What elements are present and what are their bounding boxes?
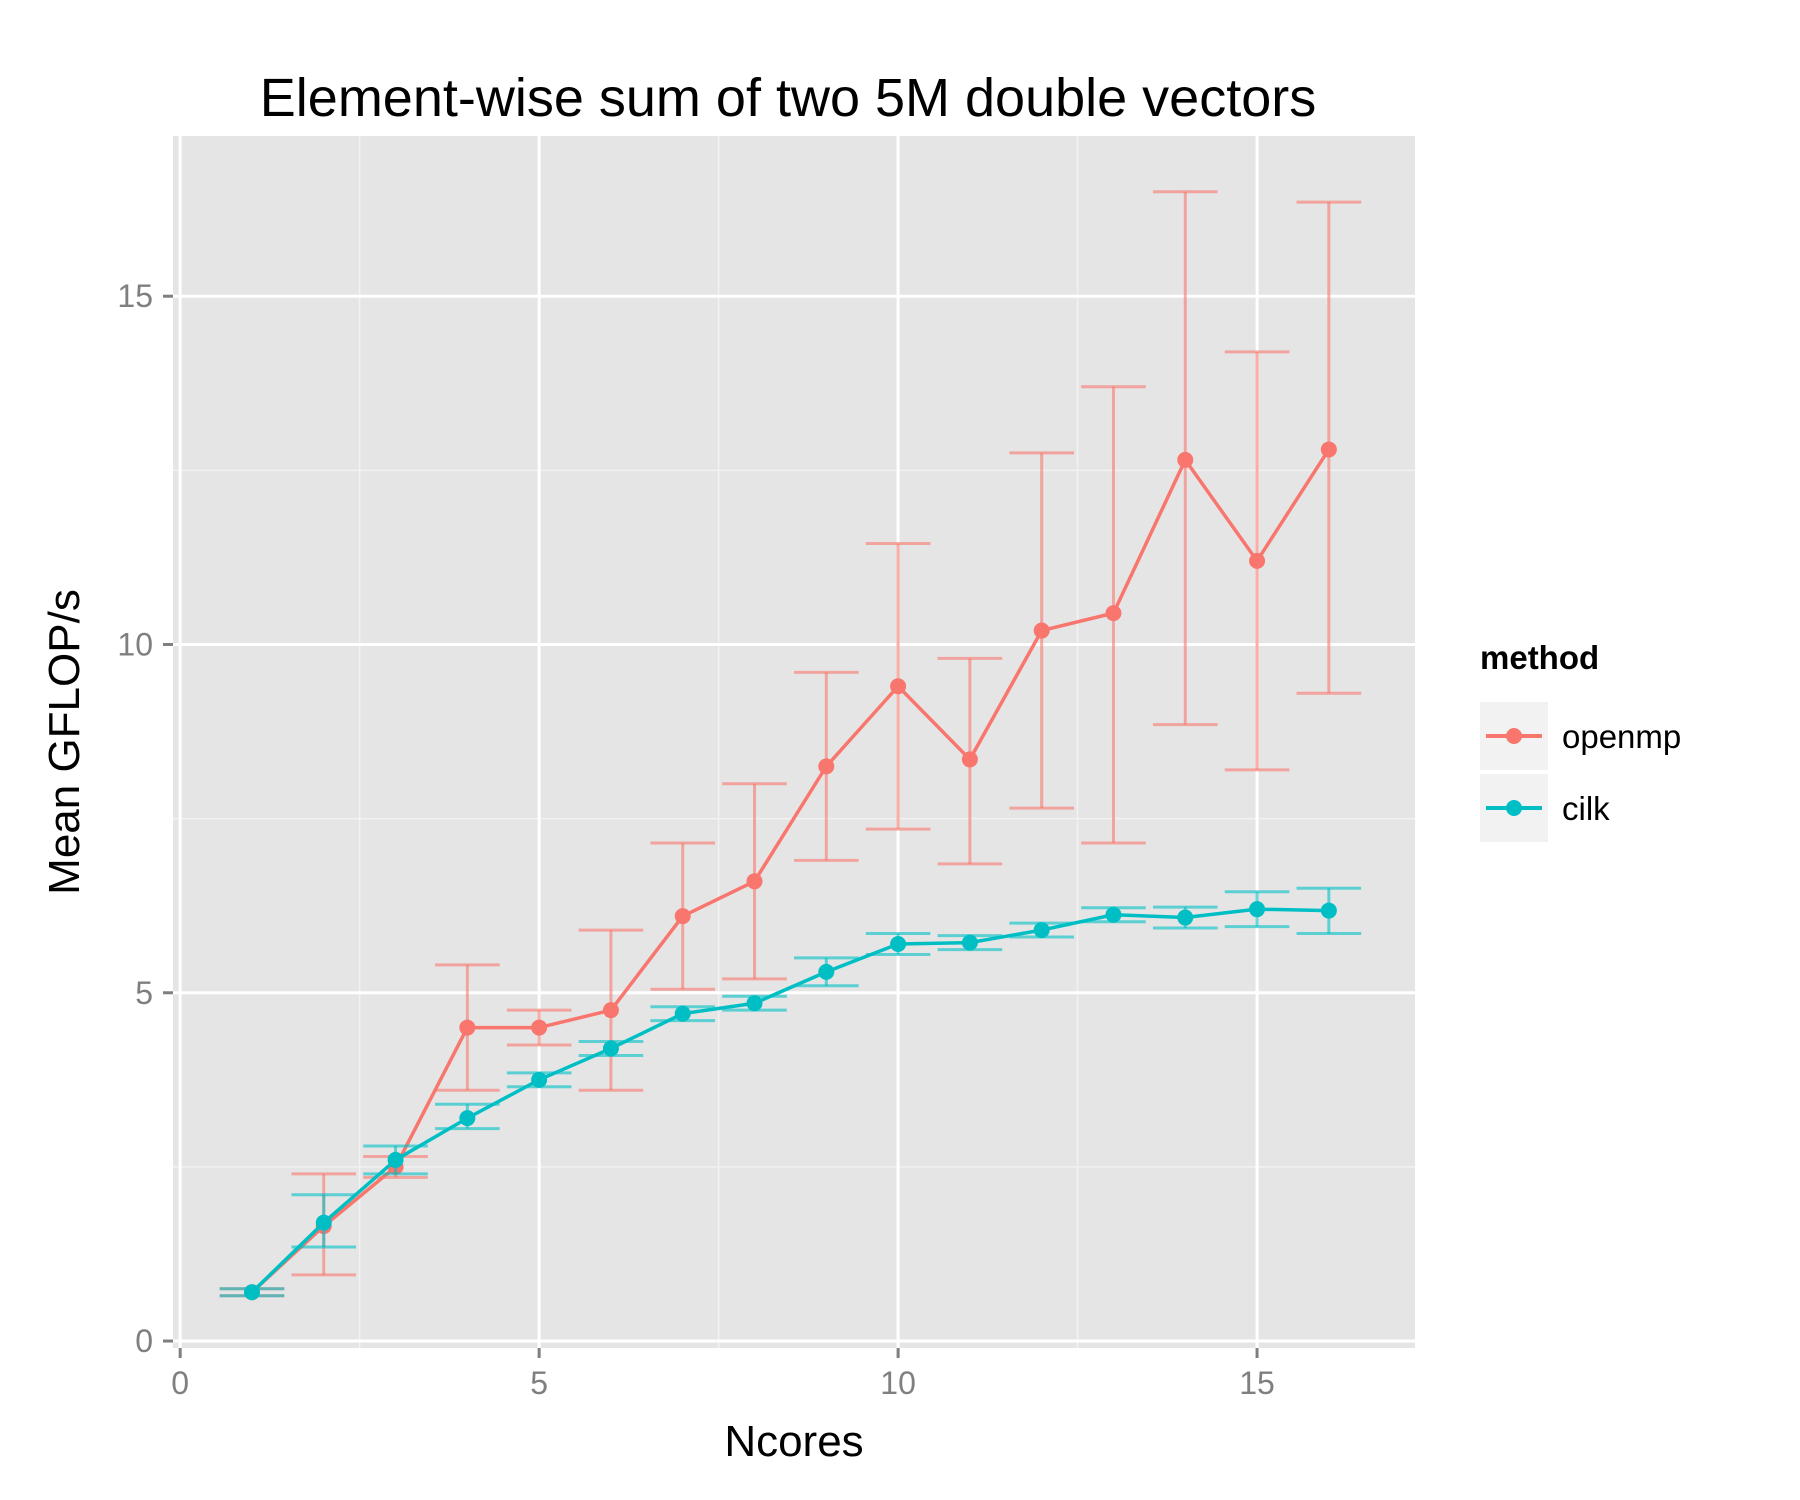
y-tick-label: 15: [117, 278, 153, 314]
data-point-openmp: [890, 678, 907, 695]
data-point-openmp: [1320, 441, 1337, 458]
data-point-cilk: [961, 934, 978, 951]
legend-item-openmp: openmp: [1480, 702, 1681, 770]
data-point-cilk: [602, 1040, 619, 1057]
legend-title: method: [1480, 639, 1599, 676]
data-point-openmp: [459, 1019, 476, 1036]
y-tick-label: 5: [135, 975, 153, 1011]
data-point-cilk: [243, 1284, 260, 1301]
data-point-cilk: [890, 936, 907, 952]
data-point-openmp: [1177, 451, 1194, 468]
data-point-openmp: [1033, 622, 1050, 639]
x-tick-label: 10: [880, 1365, 916, 1401]
data-point-openmp: [1249, 552, 1266, 569]
data-point-openmp: [961, 751, 978, 768]
data-point-cilk: [818, 963, 835, 980]
data-point-cilk: [459, 1110, 476, 1127]
legend-label-cilk: cilk: [1562, 790, 1610, 827]
y-axis-title: Mean GFLOP/s: [40, 589, 89, 895]
series-cilk: [219, 886, 1362, 1301]
y-tick-label: 0: [135, 1323, 153, 1359]
errorbars-openmp: [219, 190, 1362, 1298]
data-point-openmp: [674, 908, 691, 925]
chart-title: Element-wise sum of two 5M double vector…: [260, 68, 1316, 128]
series-line-openmp: [250, 448, 1331, 1294]
x-tick-label: 5: [530, 1365, 548, 1401]
legend-label-openmp: openmp: [1562, 718, 1681, 755]
data-point-cilk: [1249, 901, 1266, 918]
data-point-openmp: [1105, 605, 1122, 622]
data-point-cilk: [1177, 909, 1194, 926]
series-line-cilk: [250, 907, 1329, 1294]
series-layer: [219, 190, 1362, 1301]
data-point-cilk: [1320, 902, 1337, 919]
legend-key-point: [1506, 800, 1522, 816]
data-point-cilk: [387, 1151, 404, 1168]
y-tick-label: 10: [117, 626, 153, 662]
axis-ticks: [163, 294, 1259, 1358]
data-point-cilk: [315, 1214, 332, 1231]
data-point-openmp: [602, 1002, 619, 1019]
data-point-cilk: [1033, 922, 1050, 939]
data-point-openmp: [531, 1019, 548, 1036]
data-point-openmp: [746, 873, 763, 890]
x-axis-title: Ncores: [724, 1417, 863, 1466]
x-tick-label: 15: [1239, 1365, 1275, 1401]
data-point-cilk: [1105, 906, 1122, 923]
x-tick-label: 0: [171, 1365, 189, 1401]
legend-key-point: [1506, 728, 1522, 744]
minor-grid: [173, 136, 1415, 1348]
data-point-cilk: [531, 1071, 548, 1088]
legend-item-cilk: cilk: [1480, 774, 1610, 842]
data-point-cilk: [674, 1005, 691, 1022]
data-point-cilk: [746, 995, 763, 1012]
legend: method openmp cilk: [1480, 639, 1681, 842]
data-point-openmp: [818, 758, 835, 775]
